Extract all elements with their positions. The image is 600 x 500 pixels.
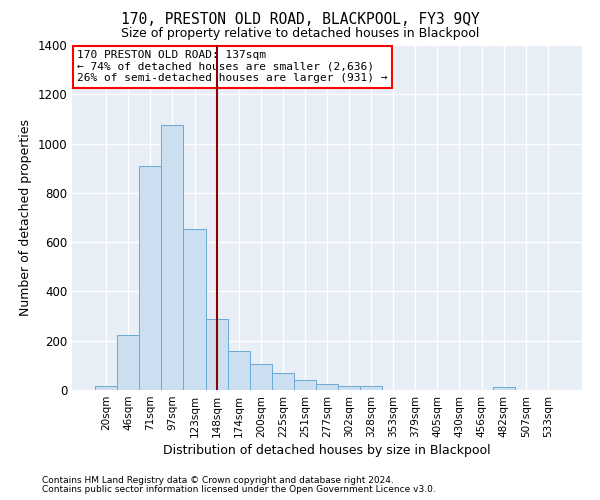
Bar: [206, 318, 227, 390]
Bar: [227, 350, 250, 390]
Text: 170 PRESTON OLD ROAD: 137sqm
← 74% of detached houses are smaller (2,636)
26% of: 170 PRESTON OLD ROAD: 137sqm ← 74% of de…: [77, 50, 388, 84]
Y-axis label: Number of detached properties: Number of detached properties: [19, 119, 32, 316]
Text: 170, PRESTON OLD ROAD, BLACKPOOL, FY3 9QY: 170, PRESTON OLD ROAD, BLACKPOOL, FY3 9Q…: [121, 12, 479, 28]
Bar: [250, 364, 272, 390]
Bar: [95, 386, 117, 390]
Bar: [294, 380, 316, 390]
Bar: [338, 386, 360, 390]
Bar: [493, 387, 515, 390]
Bar: [117, 334, 139, 390]
Bar: [272, 373, 294, 390]
X-axis label: Distribution of detached houses by size in Blackpool: Distribution of detached houses by size …: [163, 444, 491, 457]
Text: Contains public sector information licensed under the Open Government Licence v3: Contains public sector information licen…: [42, 485, 436, 494]
Bar: [360, 386, 382, 390]
Bar: [139, 166, 161, 390]
Text: Size of property relative to detached houses in Blackpool: Size of property relative to detached ho…: [121, 28, 479, 40]
Bar: [184, 228, 206, 390]
Text: Contains HM Land Registry data © Crown copyright and database right 2024.: Contains HM Land Registry data © Crown c…: [42, 476, 394, 485]
Bar: [316, 384, 338, 390]
Bar: [161, 125, 184, 390]
